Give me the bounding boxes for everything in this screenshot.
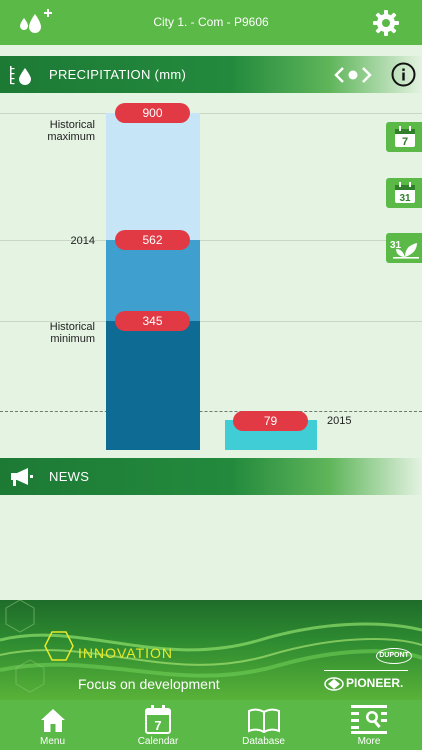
bar-historical-minimum bbox=[106, 321, 200, 450]
nav-more-label: More bbox=[357, 736, 381, 747]
gridline-min bbox=[0, 321, 422, 322]
news-content bbox=[0, 495, 422, 600]
calendar-week-icon: 7 bbox=[395, 126, 415, 148]
next-chevron-icon[interactable] bbox=[361, 66, 373, 84]
gridline-year bbox=[0, 240, 422, 241]
nav-more[interactable]: More bbox=[316, 700, 422, 750]
calendar-month-icon: 31 bbox=[395, 182, 415, 204]
news-header[interactable]: NEWS bbox=[0, 458, 422, 495]
historical-maximum-label: Historical maximum bbox=[47, 119, 95, 143]
news-title: NEWS bbox=[49, 469, 90, 484]
weekly-view-button[interactable]: 7 bbox=[386, 122, 422, 152]
precipitation-header: PRECIPITATION (mm) bbox=[0, 56, 422, 93]
profile-list-icon bbox=[351, 705, 387, 734]
bar-year-value bbox=[106, 240, 200, 321]
monthly-view-button[interactable]: 31 bbox=[386, 178, 422, 208]
page-dot-icon bbox=[348, 70, 358, 80]
nav-database-label: Database bbox=[242, 736, 285, 747]
top-bar: City 1. - Com - P9606 bbox=[0, 0, 422, 45]
bar-historical-maximum bbox=[106, 113, 200, 240]
season-view-button[interactable]: 31 bbox=[386, 233, 422, 263]
book-icon bbox=[248, 708, 280, 733]
info-icon[interactable] bbox=[391, 62, 416, 87]
gear-icon[interactable] bbox=[372, 9, 400, 37]
brand-divider bbox=[324, 670, 408, 671]
gridline-max bbox=[0, 113, 422, 114]
current-value: 79 bbox=[233, 411, 308, 431]
banner-headline: INNOVATION bbox=[78, 645, 174, 661]
water-drop-plus-icon[interactable] bbox=[20, 8, 54, 36]
precipitation-chart bbox=[0, 93, 422, 458]
innovation-banner[interactable]: INNOVATION Focus on development DUPONT P… bbox=[0, 600, 422, 700]
historical-minimum-value: 345 bbox=[115, 311, 190, 331]
nav-calendar-label: Calendar bbox=[137, 736, 179, 747]
historical-minimum-label: Historical minimum bbox=[49, 321, 95, 345]
previous-chevron-icon[interactable] bbox=[333, 66, 345, 84]
year-label: 2014 bbox=[70, 235, 95, 247]
season-number: 31 bbox=[390, 240, 402, 251]
bottom-navigation: Menu 7 Calendar Database bbox=[0, 700, 422, 750]
year-value: 562 bbox=[115, 230, 190, 250]
location-title: City 1. - Com - P9606 bbox=[153, 15, 269, 29]
megaphone-icon bbox=[11, 468, 33, 486]
nav-menu[interactable]: Menu bbox=[0, 700, 105, 750]
month-day-number: 31 bbox=[399, 193, 411, 204]
calendar-day-number: 7 bbox=[154, 718, 161, 733]
pioneer-logo: PIONEER. bbox=[346, 676, 404, 690]
nav-menu-label: Menu bbox=[39, 736, 65, 747]
calendar-icon: 7 bbox=[145, 705, 171, 734]
historical-maximum-value: 900 bbox=[115, 103, 190, 123]
rain-gauge-icon bbox=[10, 66, 31, 85]
week-day-number: 7 bbox=[402, 136, 408, 148]
pioneer-emblem-icon bbox=[324, 677, 344, 691]
current-year-label: 2015 bbox=[327, 415, 352, 427]
calendar-season-icon: 31 bbox=[390, 240, 419, 259]
home-icon bbox=[41, 709, 65, 732]
banner-tagline: Focus on development bbox=[78, 676, 220, 692]
dupont-logo: DUPONT bbox=[376, 648, 412, 664]
nav-database[interactable]: Database bbox=[211, 700, 316, 750]
precipitation-title: PRECIPITATION (mm) bbox=[49, 67, 187, 82]
nav-calendar[interactable]: 7 Calendar bbox=[105, 700, 211, 750]
current-level-dashed-line bbox=[0, 411, 422, 412]
